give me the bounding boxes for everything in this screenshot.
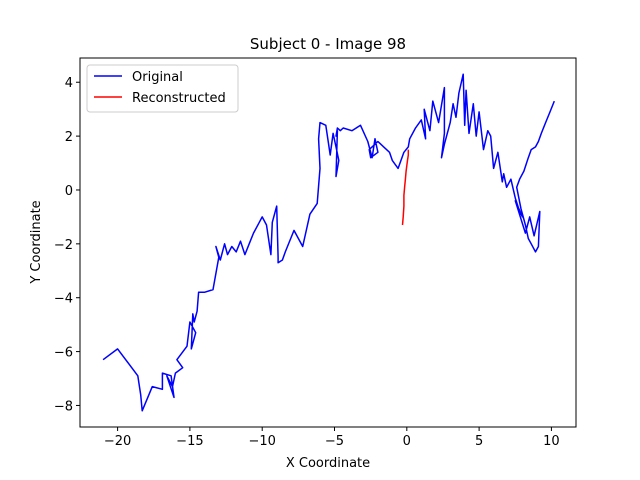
x-axis: −20 −15 −10 −5 0 5 10 <box>104 427 560 449</box>
x-tick-label: −15 <box>176 434 203 449</box>
chart-title: Subject 0 - Image 98 <box>250 35 406 53</box>
y-tick-label: −4 <box>54 292 73 307</box>
plot-frame <box>79 57 577 428</box>
x-tick-label: 0 <box>403 434 411 449</box>
y-axis-label: Y Coordinate <box>29 200 44 284</box>
legend: Original Reconstructed <box>86 64 239 113</box>
y-tick-label: −2 <box>54 238 73 253</box>
y-tick-label: 4 <box>65 76 73 91</box>
y-tick-label: −6 <box>54 346 73 361</box>
legend-label-original: Original <box>132 70 183 85</box>
y-tick-label: 0 <box>65 184 73 199</box>
y-tick-label: 2 <box>65 130 73 145</box>
x-tick-label: −10 <box>248 434 275 449</box>
legend-label-reconstructed: Reconstructed <box>132 91 226 106</box>
x-tick-label: 5 <box>475 434 483 449</box>
x-tick-label: −5 <box>325 434 344 449</box>
series-line-reconstructed <box>401 149 410 226</box>
y-tick-label: −8 <box>54 399 73 414</box>
legend-box <box>86 64 239 113</box>
y-axis: −8 −6 −4 −2 0 2 4 <box>54 76 80 414</box>
x-tick-label: −20 <box>104 434 131 449</box>
x-axis-label: X Coordinate <box>286 456 370 471</box>
series-layer <box>102 73 555 412</box>
x-tick-label: 10 <box>543 434 560 449</box>
series-line-original <box>102 73 555 412</box>
plot-area <box>80 58 576 427</box>
